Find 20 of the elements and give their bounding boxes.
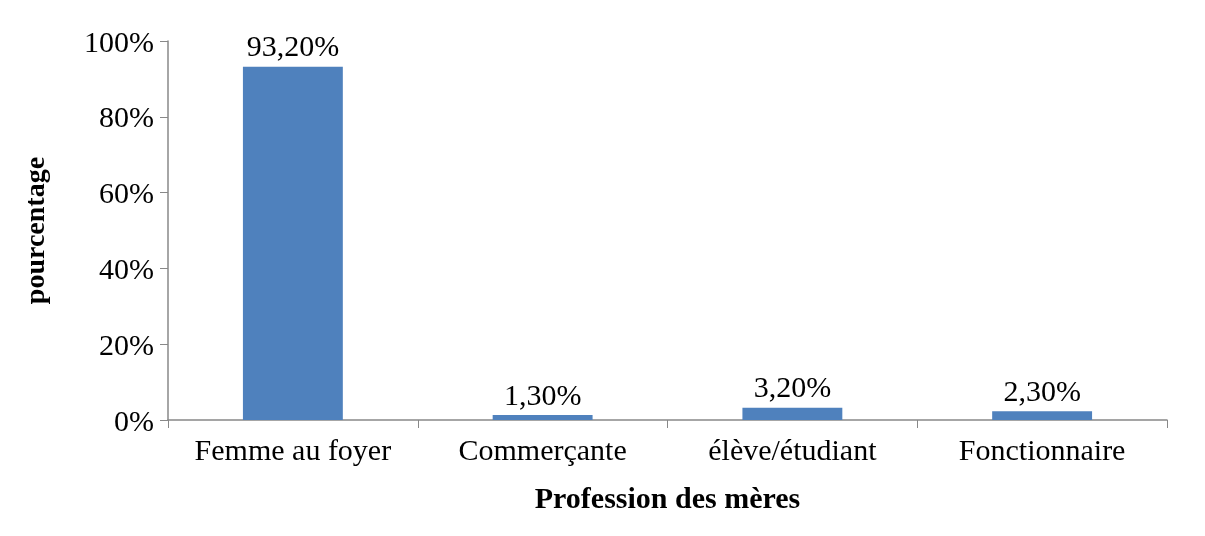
- data-label: 1,30%: [503, 377, 582, 411]
- x-tick-label: Femme au foyer: [194, 432, 392, 466]
- x-axis-title: Profession des mères: [534, 480, 801, 514]
- bar: [742, 407, 843, 420]
- data-label: 93,20%: [246, 29, 340, 63]
- y-tick-label: 100%: [84, 24, 154, 58]
- x-tick-label: Fonctionnaire: [958, 432, 1126, 466]
- data-label: 2,30%: [1003, 373, 1081, 407]
- y-tick-label: 0%: [114, 403, 154, 437]
- y-tick-label: 60%: [99, 176, 154, 210]
- y-axis-title: pourcentage: [18, 156, 50, 305]
- y-tick-label: 80%: [99, 100, 154, 134]
- x-tick-label: élève/étudiant: [708, 432, 878, 466]
- bar: [242, 66, 343, 420]
- bar: [992, 411, 1093, 420]
- y-tick-label: 20%: [99, 327, 154, 361]
- y-tick-label: 40%: [99, 251, 154, 285]
- data-label: 3,20%: [753, 370, 832, 404]
- bar: [492, 415, 593, 420]
- x-tick-label: Commerçante: [458, 432, 627, 466]
